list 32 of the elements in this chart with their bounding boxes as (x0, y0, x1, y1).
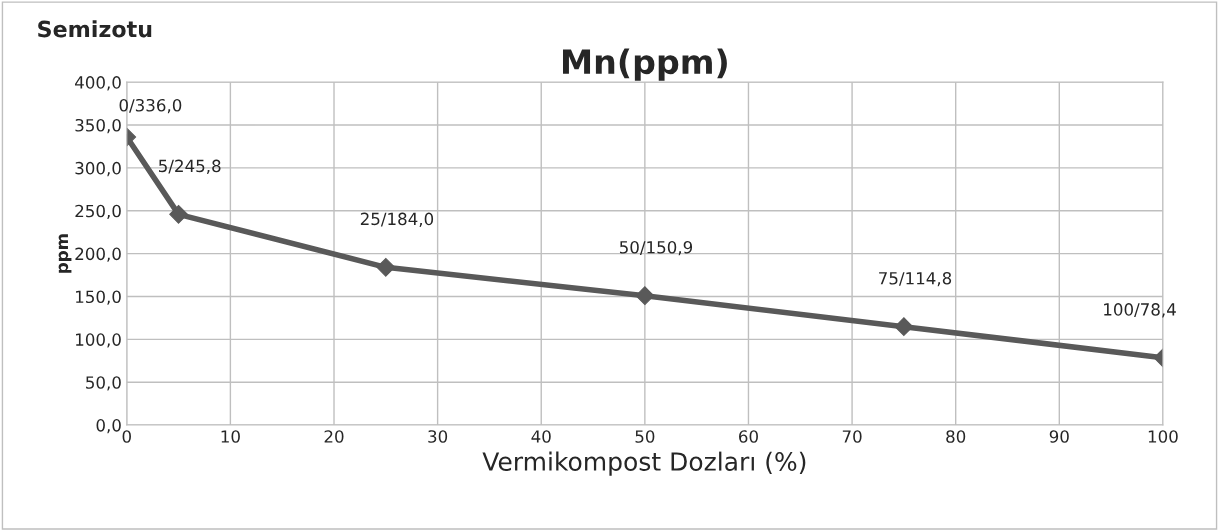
y-tick-label: 150,0 (76, 290, 121, 305)
y-tick-label: 350,0 (75, 118, 121, 134)
data-label: 100/78,4 (1104, 303, 1176, 318)
x-tick-label: 40 (531, 430, 551, 443)
x-tick-label: 80 (946, 430, 966, 443)
x-tick-label: 50 (635, 430, 655, 443)
data-label: 25/184,0 (360, 212, 434, 227)
point (376, 257, 396, 277)
text: Semizotu (38, 20, 152, 38)
data-label: 75/114,8 (879, 271, 952, 287)
data-label: 0/336,0 (119, 98, 182, 114)
y-tick-label: 200,0 (75, 247, 121, 262)
y-tick-label: 0,0 (96, 419, 121, 434)
y-axis-title: ppm (58, 234, 72, 273)
y-tick-label: 50,0 (86, 376, 121, 391)
x-tick-label: 70 (842, 430, 862, 443)
data-label: 50/150,9 (619, 240, 693, 256)
y-tick-label: 250,0 (75, 204, 121, 220)
x-axis-title: Vermikompost Dozları (%) (482, 451, 806, 476)
x-tick-label: 30 (428, 430, 448, 443)
x-tick-label: 0 (122, 430, 131, 443)
y-tick-label: 300,0 (75, 161, 121, 177)
x-tick-label: 100 (1148, 430, 1178, 443)
x-tick-label: 10 (221, 430, 240, 443)
x-tick-label: 20 (324, 430, 344, 443)
x-tick-label: 90 (1049, 430, 1069, 443)
data-label: 5/245,8 (159, 159, 221, 174)
y-tick-label: 100,0 (76, 333, 121, 348)
y-tick-label: 400,0 (75, 76, 121, 91)
chart-title: Mn(ppm) (563, 48, 727, 81)
point (635, 286, 655, 306)
x-tick-label: 60 (739, 430, 758, 443)
